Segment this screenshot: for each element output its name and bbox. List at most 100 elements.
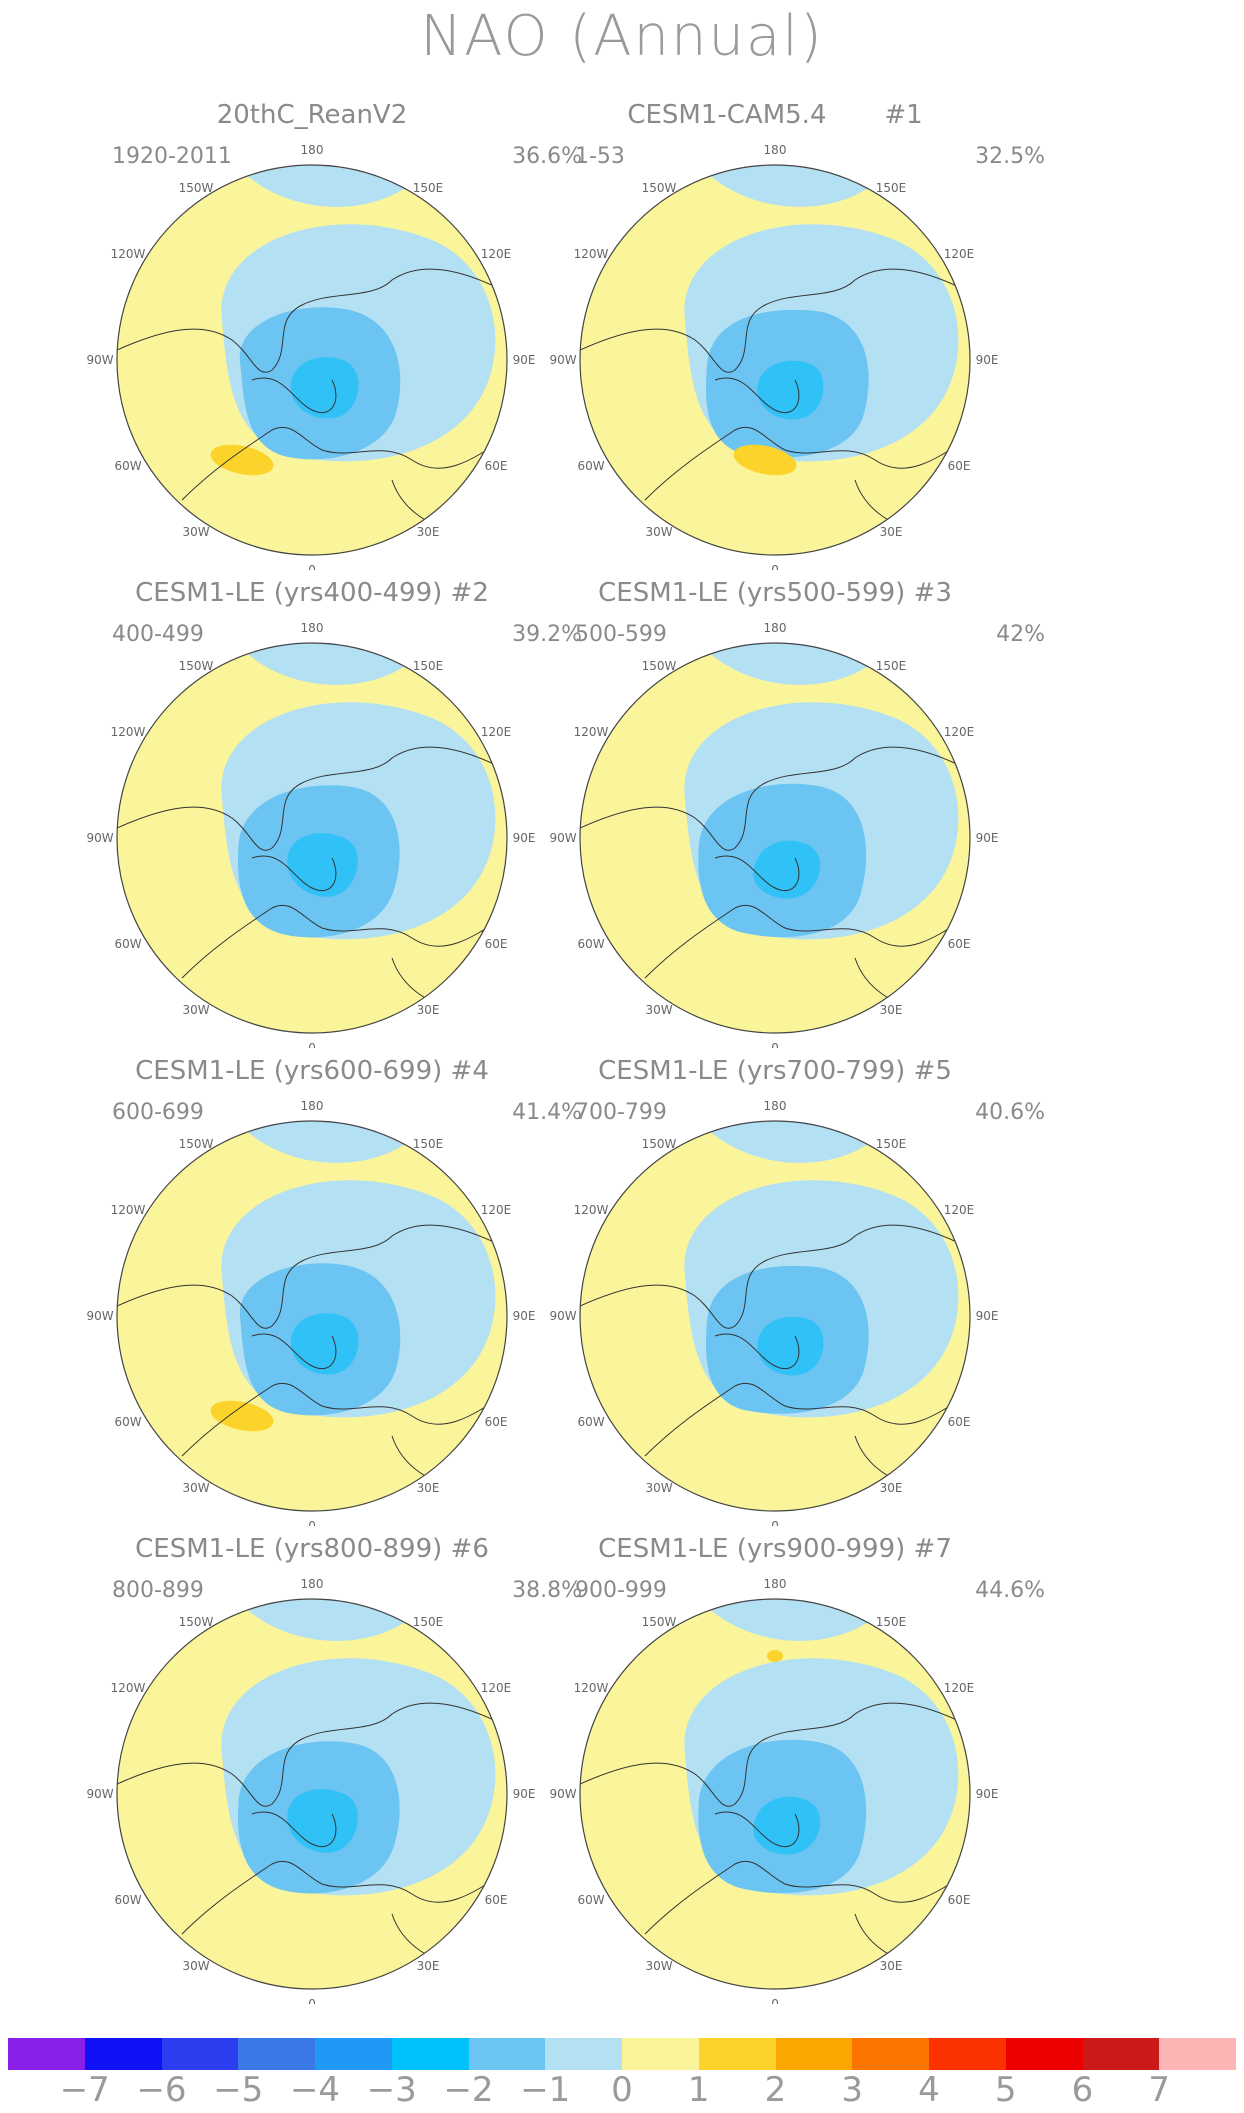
- panel-title: 20thC_ReanV2: [216, 100, 408, 130]
- longitude-label: 180: [764, 1577, 787, 1591]
- longitude-label: 30E: [417, 525, 440, 539]
- longitude-label: 90W: [549, 353, 576, 367]
- panel-title: CESM1-CAM5.4 #1: [627, 100, 923, 130]
- colorbar-swatch: [622, 2038, 699, 2070]
- longitude-label: 150W: [642, 659, 677, 673]
- negative-core: [757, 360, 824, 420]
- map-panel: CESM1-LE (yrs800-899) #6 800-899 38.8% 180 1…: [32, 1534, 592, 2004]
- polar-map: 180 150E 120E 90E 60E 30E 0 30W 60W 90W 120W 150W: [86, 1099, 536, 1526]
- colorbar-tick-label: 2: [764, 2070, 787, 2110]
- colorbar-tick-label: −5: [213, 2070, 264, 2110]
- longitude-label: 30W: [645, 1481, 672, 1495]
- panel-variance-percent: 40.6%: [975, 1100, 1045, 1125]
- colorbar-tick-label: −3: [366, 2070, 417, 2110]
- longitude-label: 30W: [182, 1959, 209, 1973]
- colorbar-tick-label: 1: [687, 2070, 710, 2110]
- longitude-label: 90E: [513, 1309, 536, 1323]
- panel-years: 1-53: [575, 144, 625, 169]
- colorbar-tick-label: 6: [1071, 2070, 1094, 2110]
- panel-years: 800-899: [112, 1578, 204, 1603]
- longitude-label: 0: [771, 1519, 779, 1526]
- map-panel: CESM1-LE (yrs500-599) #3 500-599 42% 180 150…: [495, 578, 1055, 1048]
- coastlines: [117, 1224, 503, 1487]
- negative-core: [290, 357, 359, 419]
- longitude-label: 0: [308, 1519, 316, 1526]
- colorbar-swatch: [238, 2038, 315, 2070]
- map-border: [579, 1598, 971, 1990]
- colorbar-swatch: [698, 2038, 776, 2070]
- coastlines: [580, 1702, 966, 1965]
- longitude-label: 0: [771, 563, 779, 570]
- longitude-label: 90E: [513, 1787, 536, 1801]
- longitude-label: 90E: [513, 831, 536, 845]
- longitude-label: 30E: [880, 525, 903, 539]
- longitude-label: 30W: [182, 1481, 209, 1495]
- longitude-label: 90E: [976, 831, 999, 845]
- panel-variance-percent: 39.2%: [512, 622, 582, 647]
- longitude-label: 120E: [944, 725, 975, 739]
- map-panel: CESM1-CAM5.4 #1 1-53 32.5% 180 150E 120E 90E 60…: [495, 100, 1055, 570]
- longitude-label: 150W: [642, 181, 677, 195]
- longitude-label: 0: [308, 1997, 316, 2004]
- longitude-label: 30E: [880, 1003, 903, 1017]
- colorbar-swatch: [468, 2038, 546, 2070]
- longitude-label: 60W: [114, 1893, 141, 1907]
- colorbar-swatch: [545, 2038, 622, 2070]
- polar-map: 180 150E 120E 90E 60E 30E 0 30W 60W 90W 120W 150W: [86, 621, 536, 1048]
- panel-years: 700-799: [575, 1100, 667, 1125]
- figure-title: NAO (Annual): [420, 4, 824, 69]
- panel-title: CESM1-LE (yrs400-499) #2: [135, 578, 489, 608]
- map-panel: CESM1-LE (yrs700-799) #5 700-799 40.6% 180 1…: [495, 1056, 1055, 1526]
- longitude-label: 60W: [577, 459, 604, 473]
- longitude-label: 90W: [86, 353, 113, 367]
- longitude-label: 150W: [179, 1137, 214, 1151]
- polar-map: 180 150E 120E 90E 60E 30E 0 30W 60W 90W 120W 150W: [86, 143, 535, 570]
- longitude-label: 180: [301, 1577, 324, 1591]
- longitude-label: 30E: [880, 1481, 903, 1495]
- longitude-label: 90W: [86, 1787, 113, 1801]
- longitude-label: 150W: [179, 659, 214, 673]
- longitude-label: 150E: [413, 1137, 444, 1151]
- panel-title: CESM1-LE (yrs600-699) #4: [135, 1056, 489, 1086]
- longitude-label: 120W: [574, 725, 609, 739]
- longitude-label: 120W: [574, 1203, 609, 1217]
- longitude-label: 120E: [481, 247, 512, 261]
- coastlines: [117, 268, 503, 531]
- longitude-label: 120E: [481, 725, 512, 739]
- longitude-label: 150W: [179, 181, 214, 195]
- longitude-label: 60W: [577, 1893, 604, 1907]
- longitude-label: 60E: [948, 1415, 971, 1429]
- longitude-label: 180: [301, 621, 324, 635]
- atlantic-positive-region: [210, 1400, 274, 1432]
- longitude-label: 60E: [948, 937, 971, 951]
- longitude-label: 90W: [549, 831, 576, 845]
- longitude-label: 90W: [86, 831, 113, 845]
- panel-years: 900-999: [575, 1578, 667, 1603]
- longitude-label: 150E: [876, 1615, 907, 1629]
- panel-variance-percent: 36.6%: [512, 144, 582, 169]
- panel-variance-percent: 32.5%: [975, 144, 1045, 169]
- longitude-label: 30W: [645, 1959, 672, 1973]
- longitude-label: 0: [771, 1041, 779, 1048]
- longitude-label: 30E: [417, 1959, 440, 1973]
- longitude-label: 30W: [645, 1003, 672, 1017]
- longitude-label: 120W: [111, 247, 146, 261]
- map-panel: CESM1-LE (yrs900-999) #7 900-999 44.6% 180 1…: [495, 1534, 1055, 2004]
- panel-years: 1920-2011: [112, 144, 232, 169]
- longitude-label: 180: [301, 1099, 324, 1113]
- longitude-label: 120W: [111, 725, 146, 739]
- colorbar-swatch: [1005, 2038, 1083, 2070]
- longitude-label: 150E: [876, 181, 907, 195]
- longitude-label: 0: [771, 1997, 779, 2004]
- panel-title: CESM1-LE (yrs700-799) #5: [598, 1056, 952, 1086]
- map-panel: CESM1-LE (yrs400-499) #2 400-499 39.2% 180 1…: [32, 578, 592, 1048]
- longitude-label: 120W: [111, 1203, 146, 1217]
- colorbar-labels: −7 −6 −5 −4 −3 −2 −1 0 1 2 3 4 5 6 7: [0, 2070, 1244, 2110]
- panel-variance-percent: 41.4%: [512, 1100, 582, 1125]
- longitude-label: 150E: [413, 659, 444, 673]
- polar-map: 180 150E 120E 90E 60E 30E 0 30W 60W 90W 120W 150W: [86, 1577, 536, 2004]
- colorbar-swatch: [775, 2038, 853, 2070]
- polar-map: 180 150E 120E 90E 60E 30E 0 30W 60W 90W 120W 150W: [549, 621, 999, 1048]
- longitude-label: 90W: [549, 1787, 576, 1801]
- colorbar-tick-label: −6: [136, 2070, 187, 2110]
